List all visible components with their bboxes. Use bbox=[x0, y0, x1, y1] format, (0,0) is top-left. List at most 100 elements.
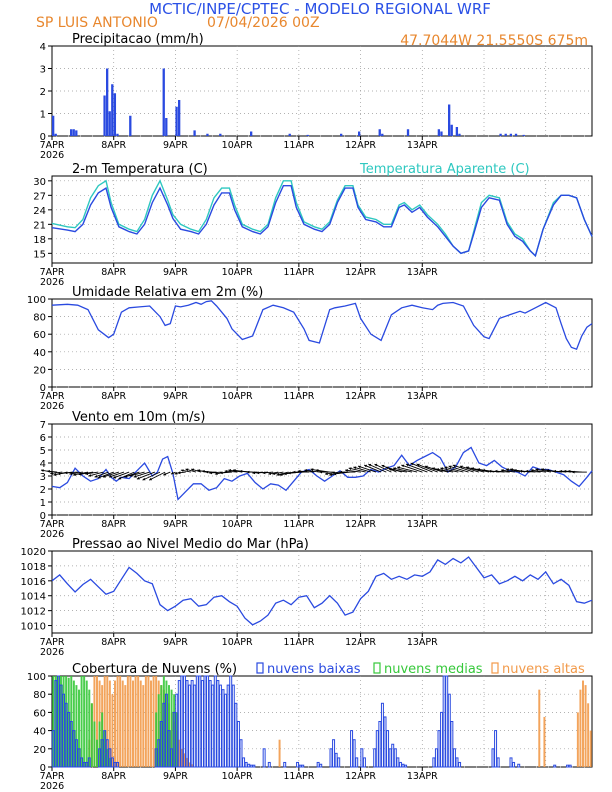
cloud-bar-nuvens-altas bbox=[121, 680, 124, 767]
y-tick-label: 0 bbox=[40, 383, 46, 394]
wind-vector-head bbox=[136, 476, 140, 480]
wind-vector-head bbox=[201, 469, 205, 473]
cloud-bar-nuvens-baixas bbox=[391, 743, 395, 768]
cloud-bar-nuvens-medias bbox=[78, 689, 80, 767]
wind-vector-head bbox=[482, 469, 486, 472]
cloud-bar-nuvens-baixas bbox=[195, 675, 199, 768]
wind-vector bbox=[102, 471, 119, 478]
y-tick-label: 1012 bbox=[21, 607, 46, 618]
wind-vector-head bbox=[525, 469, 529, 473]
precip-bar bbox=[219, 133, 222, 136]
y-tick-label: 1014 bbox=[21, 592, 46, 603]
wind-vector bbox=[392, 467, 413, 473]
cloud-bar-nuvens-baixas bbox=[51, 730, 55, 768]
cloud-bar-nuvens-medias bbox=[62, 676, 65, 767]
cloud-bar-nuvens-baixas bbox=[404, 764, 408, 768]
x-tick-label: 11APR bbox=[283, 140, 314, 151]
cloud-bar-nuvens-baixas bbox=[566, 764, 570, 768]
wind-vector-head bbox=[310, 468, 314, 472]
precip-bar bbox=[504, 133, 507, 136]
cloud-bar-nuvens-altas bbox=[576, 712, 579, 767]
cloud-bar-nuvens-baixas bbox=[185, 680, 189, 768]
wind-vector-head bbox=[185, 468, 189, 472]
cloud-bar-nuvens-altas bbox=[116, 676, 119, 767]
cloud-bar-nuvens-baixas bbox=[388, 748, 392, 768]
wind-vector-head bbox=[519, 469, 523, 473]
y-tick-label: 20 bbox=[33, 365, 46, 376]
cloud-bar-nuvens-baixas bbox=[509, 757, 513, 768]
wind-vector-head bbox=[109, 474, 112, 478]
x-tick-label: 10APR bbox=[222, 267, 253, 278]
wind-vector bbox=[388, 468, 407, 473]
cloud-bar-nuvens-baixas bbox=[64, 702, 68, 768]
cloud-bar-nuvens-medias bbox=[80, 676, 83, 767]
series-line-temperature bbox=[51, 184, 593, 258]
x-tick-label: 12APR bbox=[345, 267, 376, 278]
x-tick-label: 8APR bbox=[101, 771, 126, 782]
precip-bar bbox=[340, 133, 343, 136]
wind-vector-head bbox=[149, 477, 153, 481]
cloud-bar-nuvens-baixas bbox=[362, 757, 366, 768]
wind-vector-head bbox=[500, 469, 504, 472]
y-tick-label: 80 bbox=[33, 690, 46, 701]
wind-vector bbox=[410, 462, 433, 473]
wind-vector-head bbox=[220, 471, 223, 475]
wind-vector-head bbox=[477, 468, 481, 471]
x-tick-label: 8APR bbox=[101, 519, 126, 530]
y-tick-label: 3 bbox=[40, 472, 46, 483]
precip-bar bbox=[175, 106, 178, 136]
wind-vector-head bbox=[541, 468, 544, 471]
cloud-bar-nuvens-baixas bbox=[350, 730, 354, 768]
panel-wind: 0 1 2 3 4 5 6 7 7APR 8APR 9APR 10APR 11APR 12APR 13APR… bbox=[40, 410, 593, 540]
header-location: SP LUIS ANTONIO bbox=[36, 15, 158, 31]
cloud-bar-nuvens-medias bbox=[72, 680, 75, 767]
wind-vector-head bbox=[191, 468, 195, 472]
y-tick-label: 1 bbox=[40, 498, 46, 509]
cloud-bar-nuvens-baixas bbox=[74, 739, 78, 768]
cloud-bar-nuvens-altas bbox=[180, 748, 183, 767]
cloud-bar-nuvens-baixas bbox=[450, 721, 454, 768]
legend-swatch bbox=[373, 662, 381, 674]
cloud-bar-nuvens-baixas bbox=[162, 702, 166, 768]
wind-vector-head bbox=[358, 465, 361, 469]
precip-bar bbox=[440, 131, 443, 136]
legend-label: nuvens medias bbox=[384, 662, 483, 677]
cloud-bar-nuvens-baixas bbox=[82, 761, 86, 768]
wind-vector-head bbox=[276, 473, 280, 476]
wind-vector-head bbox=[304, 469, 308, 472]
x-axis-year: 2026 bbox=[40, 277, 64, 288]
cloud-bar-nuvens-altas bbox=[129, 676, 132, 767]
y-tick-label: 40 bbox=[33, 348, 46, 359]
precip-bar bbox=[52, 115, 55, 136]
precip-bar bbox=[72, 129, 75, 136]
wind-vector-head bbox=[163, 472, 167, 476]
panel-title: 2-m Temperatura (C) bbox=[72, 162, 208, 177]
cloud-bar-nuvens-baixas bbox=[234, 702, 238, 768]
precip-bar bbox=[514, 133, 518, 136]
wind-vector-head bbox=[85, 472, 89, 476]
y-tick-label: 1020 bbox=[21, 547, 46, 558]
series-line-rh bbox=[51, 300, 593, 351]
precip-bar bbox=[206, 133, 209, 136]
wind-vector-head bbox=[436, 468, 439, 471]
wind-vector-head bbox=[452, 464, 456, 468]
wind-vector-head bbox=[506, 468, 509, 472]
wind-vector-head bbox=[170, 471, 174, 475]
cloud-bar-nuvens-baixas bbox=[226, 684, 230, 768]
cloud-bar-nuvens-altas bbox=[114, 680, 116, 767]
cloud-bar-nuvens-altas bbox=[191, 764, 194, 767]
wind-vector-head bbox=[424, 465, 428, 469]
wind-vector-head bbox=[197, 469, 201, 473]
y-tick-label: 1010 bbox=[21, 622, 46, 633]
wind-vector bbox=[97, 471, 114, 479]
cloud-bar-nuvens-baixas bbox=[206, 675, 210, 768]
cloud-bar-nuvens-medias bbox=[52, 676, 55, 767]
precip-bar bbox=[358, 131, 361, 136]
wind-vector-head bbox=[339, 470, 343, 474]
y-tick-label: 20 bbox=[33, 745, 46, 756]
cloud-bar-nuvens-baixas bbox=[157, 739, 161, 768]
cloud-bar-nuvens-medias bbox=[173, 694, 176, 767]
cloud-bar-nuvens-altas bbox=[582, 680, 584, 767]
cloud-bar-nuvens-baixas bbox=[188, 684, 192, 768]
cloud-bar-nuvens-baixas bbox=[398, 761, 402, 768]
